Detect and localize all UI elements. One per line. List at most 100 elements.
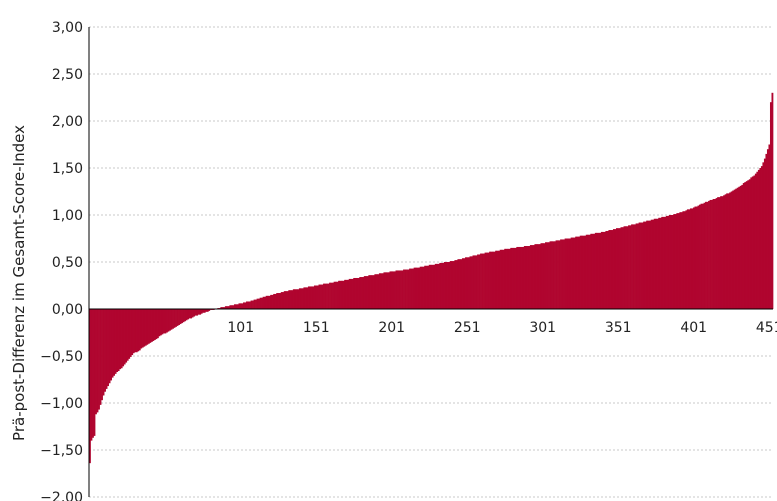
bar: [362, 277, 365, 309]
bar: [146, 309, 149, 345]
bar: [348, 278, 351, 309]
bar: [119, 309, 122, 370]
bar: [679, 212, 682, 309]
bar: [702, 203, 704, 309]
bar: [333, 281, 336, 309]
bar: [433, 264, 436, 309]
bar: [611, 230, 614, 309]
bar: [523, 246, 526, 309]
bar: [700, 203, 703, 309]
bar: [286, 291, 289, 309]
bar: [572, 237, 575, 309]
bar: [739, 185, 742, 309]
bar: [244, 302, 247, 309]
bar: [280, 292, 283, 309]
bar: [197, 309, 200, 315]
bar: [243, 302, 245, 309]
bar: [273, 293, 276, 309]
bar: [446, 262, 449, 309]
bar: [427, 265, 430, 309]
bar: [363, 276, 366, 309]
bar: [606, 230, 609, 309]
bar: [517, 246, 520, 309]
bar: [634, 224, 636, 309]
bar: [140, 309, 143, 349]
bar: [640, 222, 642, 309]
bar: [655, 218, 658, 309]
bar: [425, 265, 428, 309]
bar: [590, 233, 593, 309]
bar: [339, 280, 342, 309]
bar: [283, 291, 286, 309]
bar: [398, 270, 401, 309]
bar: [317, 285, 319, 309]
bar: [715, 198, 718, 309]
bar: [335, 281, 337, 309]
bar: [454, 260, 457, 309]
bar: [519, 246, 522, 309]
bar: [108, 309, 111, 384]
bar: [318, 284, 321, 309]
bar: [301, 288, 304, 309]
y-tick-label: 3,00: [52, 20, 83, 36]
bar: [688, 209, 691, 309]
bar: [161, 309, 164, 335]
bar: [149, 309, 152, 343]
bar: [464, 257, 467, 309]
bar: [356, 277, 359, 309]
bar: [555, 240, 558, 309]
bar: [703, 202, 706, 309]
bar: [582, 235, 585, 309]
bar: [390, 271, 393, 309]
bar: [747, 180, 750, 309]
bar: [587, 234, 590, 309]
bar: [191, 309, 194, 318]
x-tick-label: 301: [529, 320, 556, 336]
bar: [312, 286, 315, 309]
bar: [409, 268, 411, 309]
bar: [564, 238, 567, 309]
x-tick-label: 101: [227, 320, 254, 336]
bar: [143, 309, 146, 347]
bar: [226, 306, 229, 309]
bar: [395, 270, 398, 309]
bar: [289, 290, 292, 309]
bar: [579, 235, 582, 309]
bar: [549, 241, 552, 309]
y-tick-label: 0,00: [52, 302, 83, 318]
x-tick-label: 251: [454, 320, 481, 336]
bar: [711, 199, 713, 309]
bar: [221, 307, 224, 309]
bar: [603, 231, 606, 309]
bar: [451, 261, 454, 309]
bar: [137, 309, 140, 352]
bar: [153, 309, 156, 341]
bar: [602, 231, 605, 309]
bar: [445, 262, 448, 309]
bar: [150, 309, 153, 342]
bar: [132, 309, 135, 354]
bar: [347, 279, 350, 309]
bar: [625, 226, 627, 309]
bar: [496, 250, 499, 309]
bar: [641, 222, 644, 309]
bar: [327, 283, 330, 309]
bar: [397, 270, 399, 309]
bar: [389, 271, 392, 309]
bar: [345, 279, 348, 309]
bar: [508, 248, 511, 309]
bar: [436, 263, 439, 309]
bar: [765, 153, 768, 309]
bar: [712, 199, 715, 309]
bar: [665, 215, 668, 309]
bar: [375, 274, 378, 309]
bar: [381, 273, 384, 309]
bar: [474, 255, 476, 309]
bar: [748, 179, 751, 309]
bar: [510, 247, 513, 309]
bar: [122, 309, 125, 367]
bar: [126, 309, 129, 361]
bar: [365, 276, 368, 309]
bar: [720, 196, 723, 309]
